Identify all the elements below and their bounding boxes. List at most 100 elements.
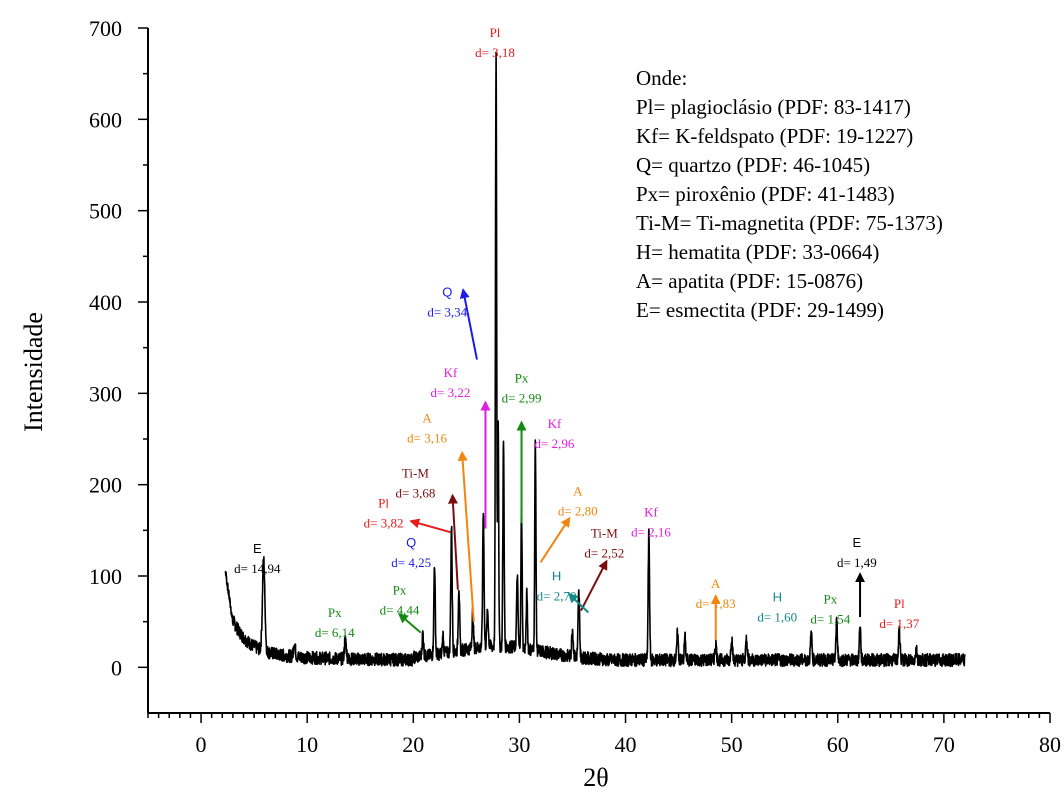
annotation-phase-label: Px: [393, 582, 407, 597]
annotation-d-spacing: d= 3,82: [364, 516, 404, 531]
peak-annotation: Px d= 4,44: [380, 582, 422, 634]
peak-annotation: Ti-M d= 2,52: [580, 526, 624, 612]
peak-annotation: Pl d= 1,37: [879, 596, 919, 631]
annotation-d-spacing: d= 1,37: [879, 616, 919, 631]
legend-entry: Ti-M= Ti-magnetita (PDF: 75-1373): [636, 211, 943, 235]
legend-entry: H= hematita (PDF: 33-0664): [636, 240, 879, 264]
y-tick-label: 100: [89, 564, 122, 589]
y-tick-label: 200: [89, 473, 122, 498]
peak-annotation: Px d= 1,54: [810, 591, 850, 626]
annotation-arrow: [580, 559, 608, 612]
annotation-arrow: [459, 288, 478, 360]
legend-entry: Pl= plagioclásio (PDF: 83-1417): [636, 95, 911, 119]
legend-entry: Onde:: [636, 66, 687, 90]
diffractogram-line: [224, 51, 966, 668]
peak-annotation: Px d= 2,99: [502, 370, 542, 524]
y-axis-title: Intensidade: [19, 312, 48, 432]
annotation-arrow: [397, 613, 422, 634]
x-tick-label: 70: [933, 732, 955, 757]
annotation-d-spacing: d= 3,22: [431, 385, 471, 400]
annotation-d-spacing: d= 2,80: [558, 504, 598, 519]
peak-annotation: Hd= 2,70: [537, 569, 590, 614]
x-tick-label: 50: [721, 732, 743, 757]
x-tick-label: 60: [827, 732, 849, 757]
annotation-arrow: [539, 516, 571, 563]
peak-annotation: Ad= 3,16: [407, 411, 475, 622]
annotation-phase-label: Ti-M: [591, 526, 618, 541]
peak-annotation: Kf d= 2,96: [535, 416, 575, 451]
peak-annotation: Qd= 4,25: [391, 535, 431, 570]
annotation-phase-label: Px: [328, 605, 342, 620]
annotation-phase-label: Pl: [378, 496, 389, 511]
y-tick-label: 700: [89, 16, 122, 41]
annotation-d-spacing: d= 4,25: [391, 555, 431, 570]
annotation-arrow: [567, 592, 590, 614]
legend-entry: Q= quartzo (PDF: 46-1045): [636, 153, 870, 177]
y-tick-label: 400: [89, 290, 122, 315]
annotation-d-spacing: d= 2,99: [502, 390, 542, 405]
annotation-d-spacing: d= 1,60: [757, 610, 797, 625]
annotation-phase-label: Kf: [644, 505, 658, 520]
annotation-phase-label: Ti-M: [402, 465, 429, 480]
annotation-d-spacing: d= 2,16: [631, 525, 671, 540]
annotations: Pl d= 3,18 Qd= 3,34 Kf d= 3,22 Px d= 2,99 Kf d= …: [234, 25, 920, 640]
peak-annotation: Ed= 1,49: [837, 535, 877, 618]
x-tick-label: 0: [196, 732, 207, 757]
x-tick-label: 80: [1039, 732, 1061, 757]
annotation-d-spacing: d= 2,52: [584, 546, 624, 561]
peak-annotation: Pl d= 3,18: [475, 25, 515, 60]
annotation-phase-label: H: [773, 590, 782, 605]
y-tick-label: 600: [89, 107, 122, 132]
peak-annotation: Px d= 6,14: [315, 605, 355, 640]
annotation-phase-label: Px: [823, 591, 837, 606]
y-tick-label: 500: [89, 199, 122, 224]
legend-entry: Kf= K-feldspato (PDF: 19-1227): [636, 124, 913, 148]
annotation-d-spacing: d= 3,34: [427, 305, 467, 320]
annotation-d-spacing: d= 14,94: [234, 561, 281, 576]
annotation-d-spacing: d= 2,70: [537, 589, 577, 604]
peak-annotation: Ad= 2,80: [539, 484, 598, 563]
legend-entry: A= apatita (PDF: 15-0876): [636, 269, 863, 293]
annotation-d-spacing: d= 3,68: [395, 485, 435, 500]
peak-annotation: Kf d= 3,22: [431, 365, 491, 529]
legend: Onde: Pl= plagioclásio (PDF: 83-1417) Kf= …: [636, 66, 943, 322]
annotation-d-spacing: d= 2,96: [535, 436, 575, 451]
peak-annotation: Ad= 1,83: [696, 576, 736, 640]
annotation-phase-label: H: [552, 569, 561, 584]
annotation-arrow: [409, 518, 451, 534]
peak-annotation: Pl d= 3,82: [364, 496, 451, 534]
x-axis-title: 2θ: [583, 763, 608, 792]
peak-annotation: Qd= 3,34: [427, 285, 478, 360]
annotation-d-spacing: d= 4,44: [380, 602, 420, 617]
annotation-phase-label: Kf: [444, 365, 458, 380]
peak-annotation: Kf d= 2,16: [631, 505, 671, 540]
plot-area: [224, 51, 966, 668]
annotation-phase-label: A: [422, 411, 432, 426]
axes: 0 10 20 30 40 50 60 70 80 0 100 200 300 400 500 600 700: [89, 16, 1061, 757]
annotation-phase-label: Kf: [548, 416, 562, 431]
annotation-phase-label: Pl: [894, 596, 905, 611]
annotation-d-spacing: d= 6,14: [315, 625, 355, 640]
y-tick-label: 300: [89, 381, 122, 406]
legend-entry: E= esmectita (PDF: 29-1499): [636, 298, 884, 322]
x-tick-label: 30: [508, 732, 530, 757]
annotation-arrow: [448, 493, 459, 590]
annotation-d-spacing: d= 1,49: [837, 555, 877, 570]
annotation-phase-label: Q: [406, 535, 416, 550]
annotation-phase-label: A: [711, 576, 721, 591]
annotation-phase-label: E: [253, 541, 262, 556]
annotation-phase-label: Q: [442, 285, 452, 300]
peak-annotation: Hd= 1,60: [757, 590, 797, 625]
annotation-phase-label: Px: [515, 370, 529, 385]
annotation-phase-label: Pl: [490, 25, 501, 40]
annotation-d-spacing: d= 1,54: [810, 611, 850, 626]
peak-annotation: Ti-M d= 3,68: [395, 465, 459, 590]
annotation-d-spacing: d= 3,18: [475, 45, 515, 60]
x-tick-label: 10: [296, 732, 318, 757]
annotation-phase-label: E: [853, 535, 862, 550]
annotation-d-spacing: d= 3,16: [407, 431, 447, 446]
x-tick-label: 20: [402, 732, 424, 757]
y-tick-label: 0: [111, 655, 122, 680]
legend-entry: Px= piroxênio (PDF: 41-1483): [636, 182, 895, 206]
